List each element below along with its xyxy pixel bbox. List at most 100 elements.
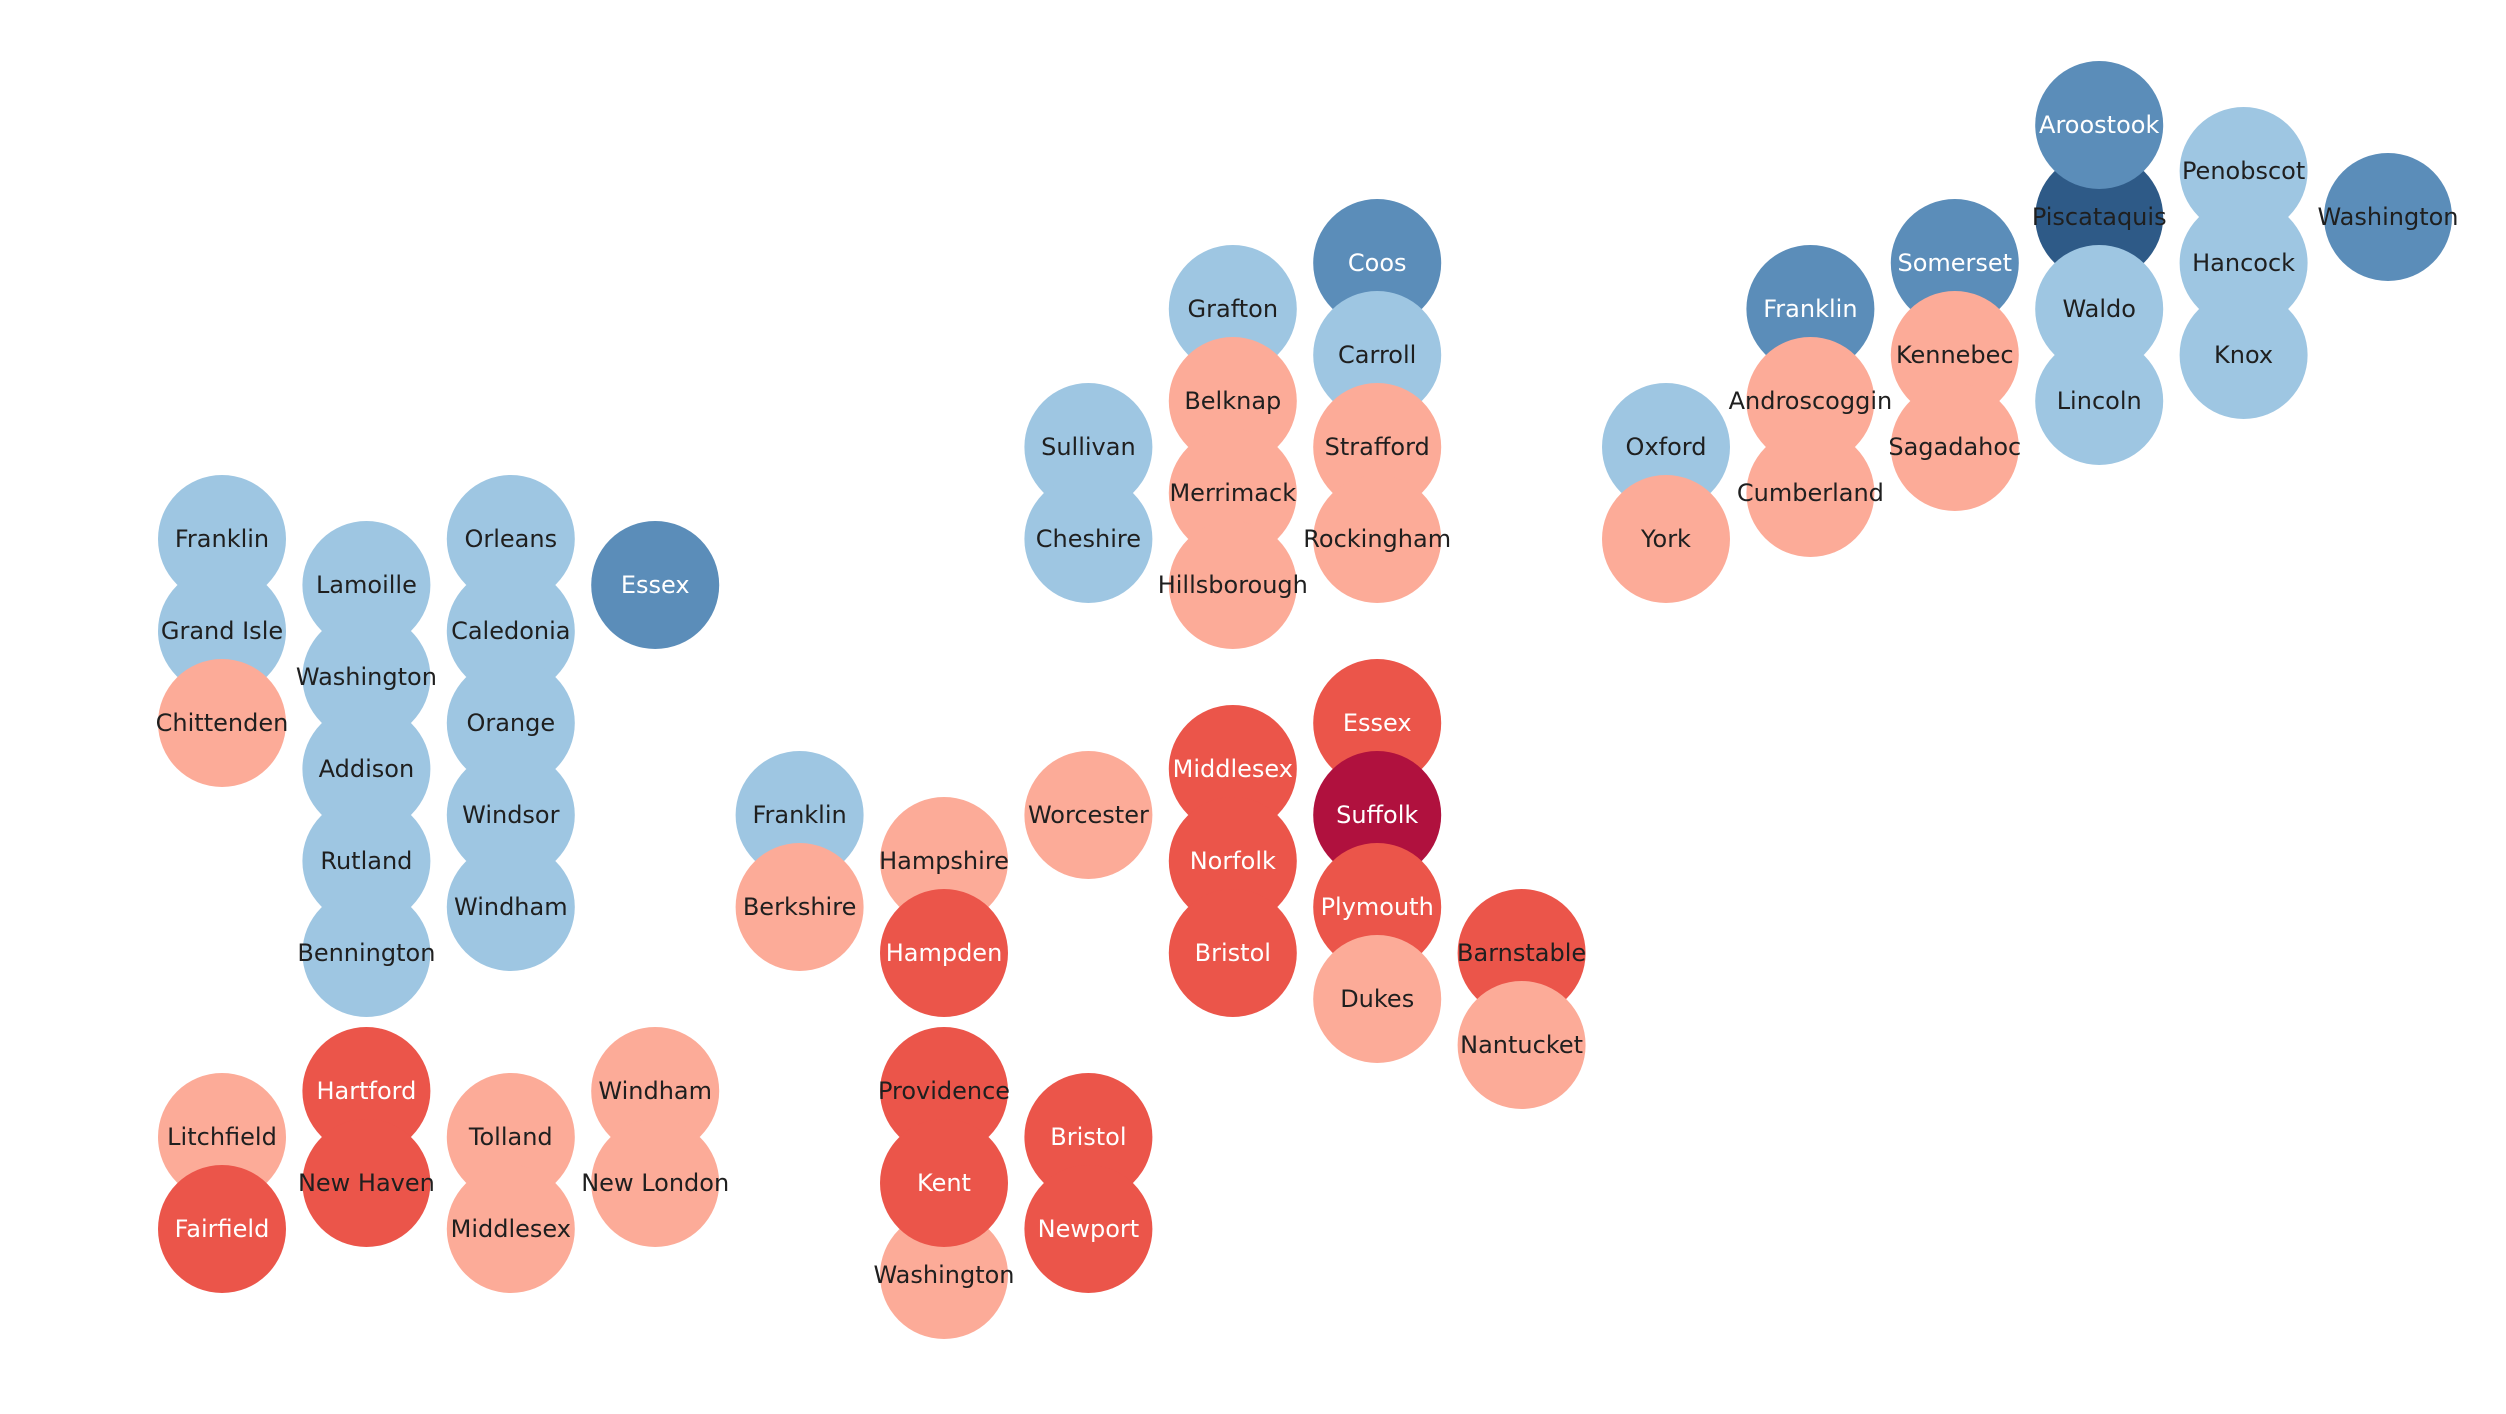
county-circle [302, 613, 431, 741]
county-circle [1890, 291, 2019, 419]
county-label: Waldo [2062, 295, 2136, 323]
county-circle [446, 751, 575, 879]
county-label: Windsor [462, 801, 560, 829]
county-label: Caledonia [451, 617, 570, 645]
county-circle [735, 843, 864, 971]
county-label: Lamoille [316, 571, 417, 599]
county-label: Suffolk [1336, 801, 1418, 829]
county-label: Rutland [320, 847, 412, 875]
county-circle [591, 1119, 720, 1247]
county-circle [1168, 521, 1297, 649]
county-label: Nantucket [1460, 1031, 1583, 1059]
county-circle [880, 1119, 1008, 1247]
county-label: Merrimack [1169, 479, 1296, 507]
county-circle [1890, 199, 2019, 327]
county-circle [1746, 429, 1875, 557]
county-label: Cheshire [1036, 525, 1141, 553]
county-label: Franklin [1763, 295, 1857, 323]
county-circle [446, 567, 575, 695]
county-label: Hillsborough [1158, 571, 1308, 599]
county-label: Middlesex [451, 1215, 571, 1243]
county-circle [1313, 291, 1442, 419]
county-circle [1313, 843, 1442, 971]
county-label: York [1640, 525, 1691, 553]
county-label: Hampshire [879, 847, 1009, 875]
county-circle [1168, 889, 1297, 1017]
county-label: New London [581, 1169, 729, 1197]
county-label: Tolland [468, 1123, 553, 1151]
county-label: Barnstable [1457, 939, 1586, 967]
county-label: Cumberland [1737, 479, 1884, 507]
county-label: Litchfield [167, 1123, 277, 1151]
county-circle [1313, 659, 1442, 787]
county-circle [1313, 199, 1442, 327]
county-circle [1313, 383, 1442, 511]
county-label: Franklin [752, 801, 846, 829]
county-circle [880, 1027, 1008, 1155]
county-circle [1024, 1073, 1153, 1201]
county-label: Essex [621, 571, 690, 599]
county-label: Strafford [1325, 433, 1430, 461]
county-circle [2035, 153, 2164, 281]
county-label: Oxford [1626, 433, 1707, 461]
county-label: Windham [454, 893, 568, 921]
county-circle [446, 1165, 575, 1293]
county-label: Lincoln [2057, 387, 2142, 415]
county-circle [158, 1073, 286, 1201]
county-label: Washington [873, 1261, 1014, 1289]
county-label: Bristol [1050, 1123, 1126, 1151]
county-circle [1168, 429, 1297, 557]
county-circle [735, 751, 864, 879]
county-label: Washington [2317, 203, 2458, 231]
county-circle [1746, 337, 1875, 465]
county-circle [1168, 797, 1297, 925]
county-label: Berkshire [743, 893, 856, 921]
county-circle [2035, 61, 2164, 189]
county-circle [1024, 475, 1153, 603]
county-circle [158, 567, 286, 695]
county-circle [302, 797, 431, 925]
county-label: Essex [1343, 709, 1412, 737]
county-circle [1890, 383, 2019, 511]
county-circle [1457, 889, 1586, 1017]
county-circle [880, 1211, 1008, 1339]
county-label: Providence [878, 1077, 1010, 1105]
county-label: Orleans [464, 525, 557, 553]
county-circle [2324, 153, 2452, 281]
county-label: Kennebec [1896, 341, 2014, 369]
county-label: Plymouth [1321, 893, 1434, 921]
county-circle [880, 889, 1008, 1017]
county-circle [880, 797, 1008, 925]
county-label: Orange [466, 709, 555, 737]
county-label: Penobscot [2182, 157, 2305, 185]
county-label: Androscoggin [1729, 387, 1893, 415]
county-label: Sagadahoc [1888, 433, 2021, 461]
county-label: Kent [917, 1169, 971, 1197]
county-label: Fairfield [175, 1215, 270, 1243]
county-circle [2179, 199, 2308, 327]
county-circle [1602, 383, 1730, 511]
county-circle [2035, 337, 2164, 465]
county-circle [1168, 337, 1297, 465]
county-label: Sullivan [1041, 433, 1136, 461]
county-label: Norfolk [1190, 847, 1276, 875]
county-label: Aroostook [2039, 111, 2159, 139]
county-circle [446, 1073, 575, 1201]
county-circle [2179, 107, 2308, 235]
county-label: Dukes [1340, 985, 1414, 1013]
county-circle [302, 521, 431, 649]
county-circle [1313, 751, 1442, 879]
county-label: Franklin [175, 525, 269, 553]
county-circle [1168, 705, 1297, 833]
county-circle [158, 475, 286, 603]
county-label: Hampden [886, 939, 1003, 967]
county-circle [158, 659, 286, 787]
county-circle [302, 889, 431, 1017]
county-circle [446, 659, 575, 787]
county-label: Bennington [297, 939, 435, 967]
county-label: Chittenden [156, 709, 289, 737]
county-circle [2179, 291, 2308, 419]
county-label: Somerset [1897, 249, 2012, 277]
